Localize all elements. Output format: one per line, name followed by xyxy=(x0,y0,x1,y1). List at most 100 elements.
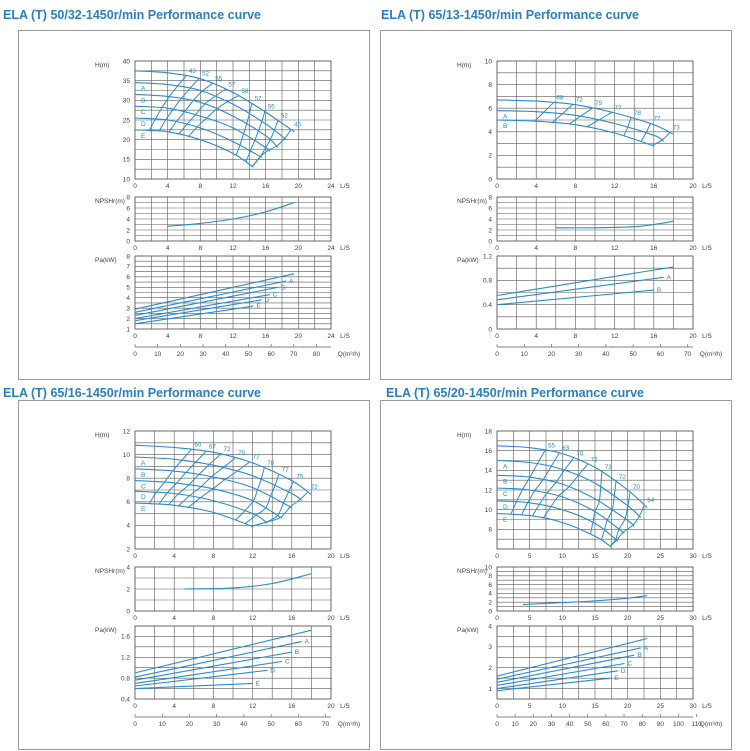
q-tick-label: 60 xyxy=(657,351,665,358)
npsh-x-tick-label: 4 xyxy=(172,615,176,622)
npsh-y-axis-label: NPSHr(m) xyxy=(457,198,487,205)
q-axis xyxy=(134,344,331,348)
chart-title: ELA (T) 65/20-1450r/min Performance curv… xyxy=(386,386,644,400)
efficiency-label: 75 xyxy=(296,474,303,481)
power-y-axis-label: Pa(kW) xyxy=(457,257,479,264)
efficiency-isoline xyxy=(609,492,631,547)
power-y-tick-label: 1 xyxy=(488,686,492,693)
efficiency-isoline xyxy=(177,457,236,507)
efficiency-label: 77 xyxy=(253,454,260,461)
efficiency-isoline xyxy=(551,104,574,123)
power-curve xyxy=(496,670,618,690)
head-x-tick-label: 20 xyxy=(624,553,632,560)
head-curve-label: B xyxy=(141,97,145,104)
head-y-tick-label: 4 xyxy=(488,129,492,136)
q-tick-label: 110 xyxy=(691,721,702,728)
power-y-axis-label: Pa(kW) xyxy=(95,627,117,634)
head-curve-label: D xyxy=(141,121,146,128)
efficiency-isoline xyxy=(245,111,266,163)
efficiency-label: 46 xyxy=(294,122,301,129)
npsh-y-tick-label: 0 xyxy=(488,608,492,615)
power-curve xyxy=(496,654,635,683)
npsh-x-tick-label: 20 xyxy=(689,245,697,252)
head-y-tick-label: 6 xyxy=(488,106,492,113)
power-y-tick-label: 4 xyxy=(488,623,492,630)
head-x-tick-label: 16 xyxy=(262,183,270,190)
power-curve-label: C xyxy=(285,658,290,665)
efficiency-label: 78 xyxy=(634,110,641,117)
power-x-tick-label: 16 xyxy=(262,333,270,340)
power-curve xyxy=(134,299,262,322)
q-tick-label: 20 xyxy=(548,351,556,358)
head-y-tick-label: 30 xyxy=(123,98,131,105)
efficiency-label: 52 xyxy=(202,70,209,77)
head-x-axis-label: L/S xyxy=(340,553,350,560)
power-x-tick-label: 8 xyxy=(574,333,578,340)
head-x-tick-label: 30 xyxy=(689,553,697,560)
head-curve xyxy=(134,93,279,148)
npsh-y-tick-label: 4 xyxy=(488,216,492,223)
efficiency-label: 57 xyxy=(228,81,235,88)
head-curve xyxy=(496,445,648,509)
power-y-tick-label: 7 xyxy=(126,264,130,271)
efficiency-isoline xyxy=(235,103,253,156)
head-y-tick-label: 6 xyxy=(126,499,130,506)
efficiency-label: 43 xyxy=(189,68,196,75)
power-y-tick-label: 1.2 xyxy=(483,253,492,260)
power-curve-label: C xyxy=(627,661,632,668)
power-y-tick-label: 2 xyxy=(126,316,130,323)
efficiency-label: 77 xyxy=(653,116,660,123)
npsh-x-tick-label: 4 xyxy=(166,245,170,252)
power-curve xyxy=(134,294,270,320)
head-curve xyxy=(496,487,625,534)
q-tick-label: 10 xyxy=(159,721,167,728)
efficiency-label: 72 xyxy=(576,96,583,103)
power-x-tick-label: 24 xyxy=(327,333,335,340)
power-curve-label: A xyxy=(644,645,649,652)
power-curve-label: A xyxy=(667,274,672,281)
power-curve-label: B xyxy=(657,287,661,294)
power-curve xyxy=(134,305,254,325)
head-curve xyxy=(134,105,271,152)
power-x-tick-label: 5 xyxy=(528,703,532,710)
head-y-tick-label: 10 xyxy=(485,507,493,514)
head-y-tick-label: 25 xyxy=(123,117,131,124)
head-curve-label: D xyxy=(503,504,508,511)
power-curve xyxy=(496,637,648,677)
q-axis-label: Q(m³/h) xyxy=(338,721,360,728)
efficiency-label: 73 xyxy=(605,464,612,471)
q-tick-label: 40 xyxy=(566,721,574,728)
npsh-curve xyxy=(167,201,295,227)
head-curve-label: B xyxy=(503,123,507,130)
power-y-tick-label: 8 xyxy=(126,253,130,260)
efficiency-label: 72 xyxy=(591,456,598,463)
power-x-tick-label: 20 xyxy=(624,703,632,710)
head-y-tick-label: 0 xyxy=(488,176,492,183)
npsh-x-tick-label: 15 xyxy=(591,615,599,622)
power-x-tick-label: 16 xyxy=(288,703,296,710)
q-axis xyxy=(496,344,693,348)
performance-panel-65-20: ELA (T) 65/20-1450r/min Performance curv… xyxy=(380,386,732,750)
power-x-tick-label: 4 xyxy=(166,333,170,340)
power-x-tick-label: 20 xyxy=(689,333,697,340)
q-tick-label: 40 xyxy=(222,351,230,358)
head-y-axis-label: H(m) xyxy=(95,432,109,439)
power-y-tick-label: 0.8 xyxy=(483,278,492,285)
npsh-y-tick-label: 4 xyxy=(488,591,492,598)
q-tick-label: 30 xyxy=(548,721,556,728)
efficiency-label: 63 xyxy=(562,445,569,452)
power-curve xyxy=(496,647,641,680)
npsh-x-tick-label: 16 xyxy=(650,245,658,252)
npsh-y-axis-label: NPSHr(m) xyxy=(95,568,125,575)
power-curve-label: E xyxy=(256,303,261,310)
npsh-y-tick-label: 2 xyxy=(126,227,130,234)
power-x-tick-label: 4 xyxy=(172,703,176,710)
npsh-x-tick-label: 20 xyxy=(327,615,335,622)
head-curve-label: E xyxy=(503,517,508,524)
npsh-x-tick-label: 0 xyxy=(495,615,499,622)
power-curve-label: D xyxy=(265,297,270,304)
q-tick-label: 70 xyxy=(290,351,298,358)
q-tick-label: 10 xyxy=(521,351,529,358)
q-tick-label: 0 xyxy=(495,721,499,728)
